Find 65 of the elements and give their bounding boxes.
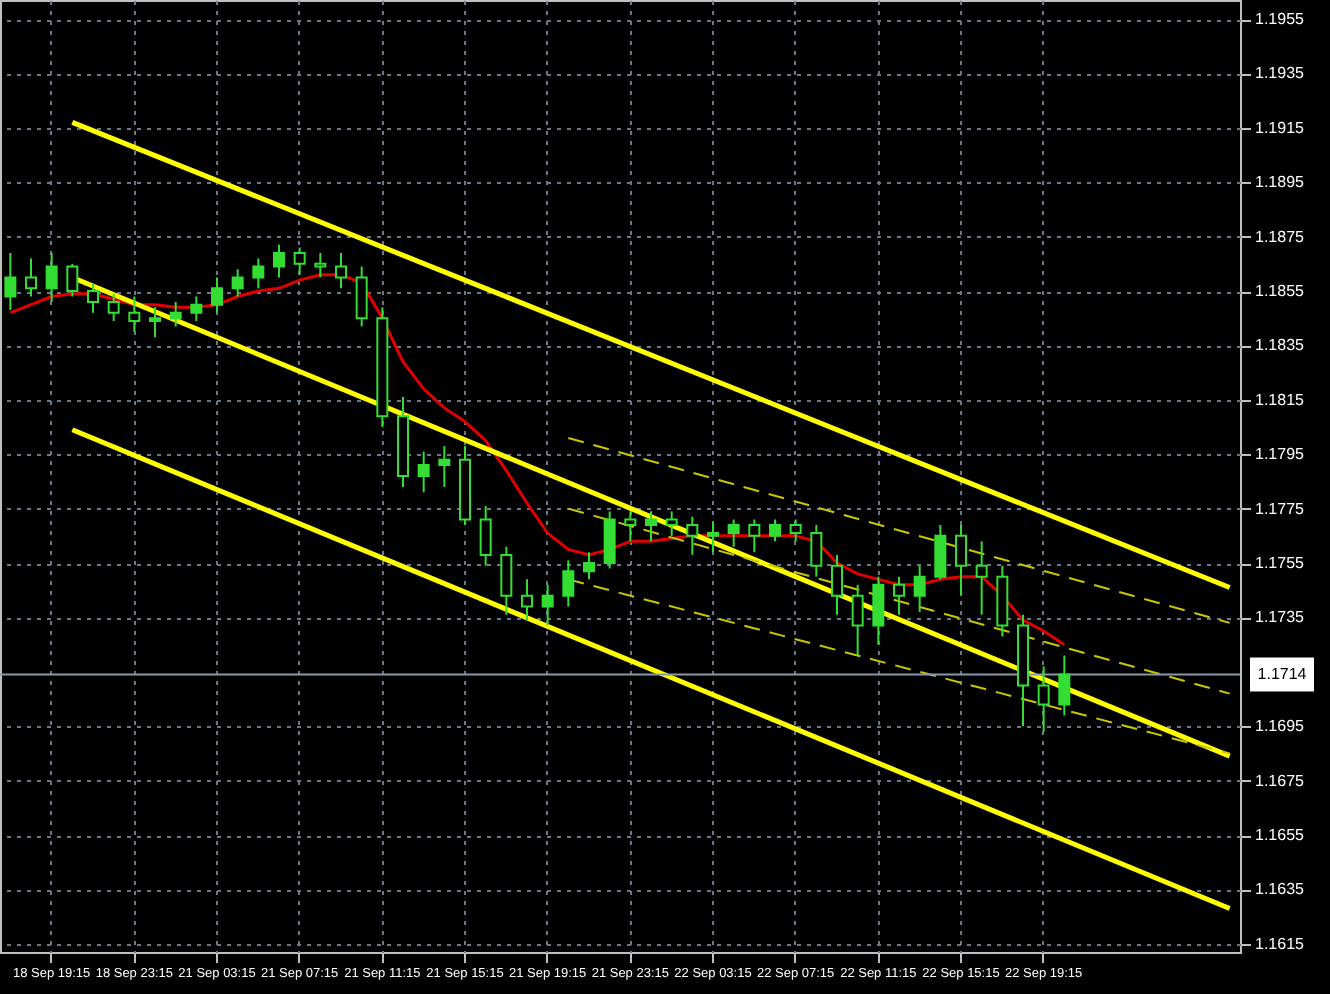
candlestick: [975, 540, 988, 616]
candlestick: [645, 510, 657, 543]
candlestick: [273, 243, 285, 279]
candlestick: [211, 276, 223, 314]
y-tick-label: 1.1955: [1255, 10, 1306, 29]
candlestick: [1037, 665, 1050, 733]
candlestick: [769, 518, 781, 543]
y-tick-label: 1.1655: [1255, 826, 1306, 845]
candlestick: [707, 521, 719, 554]
y-tick-label: 1.1775: [1255, 499, 1306, 518]
candlestick: [335, 251, 347, 290]
candlestick: [562, 559, 575, 608]
y-tick-label: 1.1855: [1255, 282, 1306, 301]
candlestick: [45, 251, 58, 303]
candlestick: [893, 575, 905, 616]
candlestick: [603, 510, 616, 570]
candlestick: [810, 523, 823, 578]
candlestick: [748, 518, 761, 554]
candlestick: [66, 262, 79, 298]
candlestick: [686, 515, 699, 556]
candlestick: [128, 295, 141, 333]
y-tick-label: 1.1935: [1255, 64, 1306, 83]
candlestick: [190, 295, 203, 322]
y-tick-label: 1.1815: [1255, 390, 1306, 409]
candlestick: [665, 510, 678, 537]
candlestick: [521, 578, 533, 622]
candlestick: [314, 251, 327, 279]
candlestick: [231, 268, 244, 298]
candlestick: [583, 551, 595, 581]
candlestick: [87, 281, 99, 314]
candlestick: [479, 504, 492, 567]
candlestick: [417, 450, 430, 494]
y-tick-label: 1.1795: [1255, 445, 1306, 464]
candlestick: [727, 518, 740, 548]
candlestick: [169, 300, 182, 328]
candlestick: [4, 251, 17, 312]
candlestick: [1058, 654, 1071, 717]
candlestick: [541, 583, 554, 627]
y-tick-label: 1.1835: [1255, 336, 1306, 355]
candlestick: [789, 518, 802, 543]
y-tick-label: 1.1755: [1255, 554, 1306, 573]
candlestick: [107, 292, 120, 322]
ref-line-label: 1.1714: [1257, 664, 1308, 683]
y-tick-label: 1.1695: [1255, 717, 1306, 736]
candlestick: [934, 523, 947, 581]
y-tick-label: 1.1635: [1255, 880, 1306, 899]
candlestick: [955, 523, 967, 597]
candlestick: [851, 583, 864, 657]
candlestick: [624, 510, 637, 543]
y-tick-label: 1.1895: [1255, 173, 1306, 192]
candlestick: [438, 445, 451, 488]
y-tick-label: 1.1875: [1255, 227, 1306, 246]
candlestick: [252, 257, 265, 290]
candlestick: [872, 575, 885, 646]
y-tick-label: 1.1915: [1255, 118, 1306, 137]
candlestick: [25, 257, 37, 298]
candlestick: [355, 265, 368, 328]
candlestick: [149, 306, 161, 339]
candlestick: [913, 564, 926, 613]
y-tick-label: 1.1735: [1255, 608, 1306, 627]
candlestick: [500, 545, 513, 616]
y-tick-label: 1.1675: [1255, 771, 1306, 790]
y-tick-label: 1.1615: [1255, 934, 1306, 953]
candlestick: [831, 553, 843, 616]
candlestick: [293, 246, 306, 276]
